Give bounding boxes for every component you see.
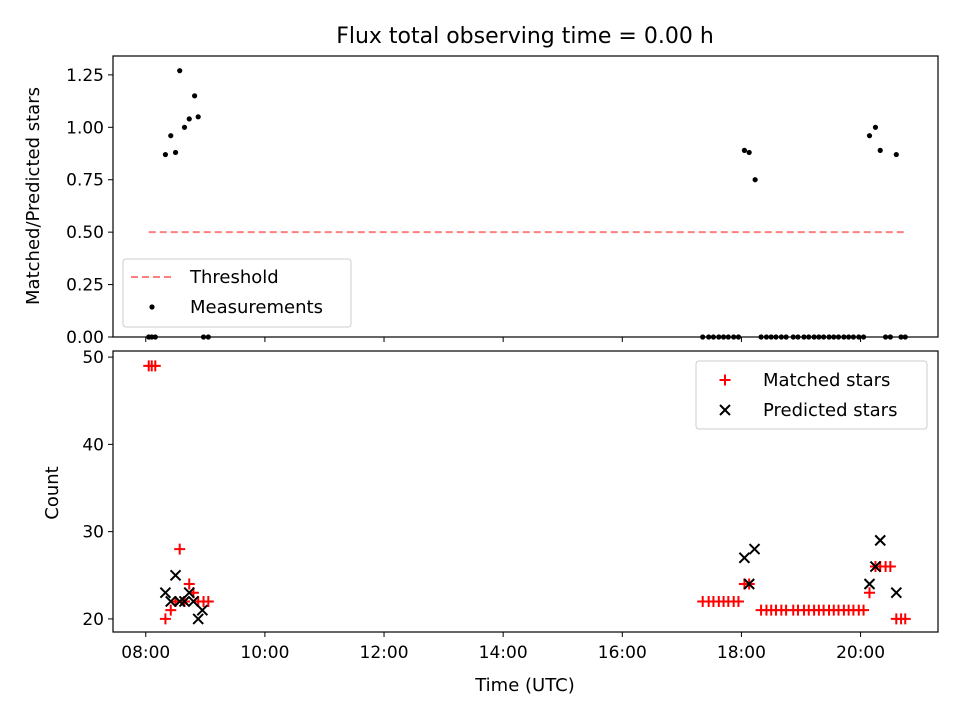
legend-matched-swatch [719,374,731,386]
measurement-point [177,68,183,74]
predicted-star-point [174,595,186,608]
x-axis-label: Time (UTC) [474,675,575,696]
bottom-y-tick-label: 30 [82,523,104,543]
bottom-x-tick-label: 16:00 [598,643,647,663]
legend-matched-label: Matched stars [763,370,890,391]
matched-star-point [149,360,161,372]
measurement-point [192,93,198,99]
bottom-x-tick-label: 18:00 [717,643,766,663]
top-y-tick-label: 1.00 [66,118,104,138]
matched-star-point [183,578,195,590]
top-legend: Threshold Measurements [122,258,352,328]
bottom-x-tick-label: 14:00 [479,643,528,663]
bottom-y-tick-label: 40 [82,435,104,455]
measurement-point [741,147,748,153]
measurement-point [186,116,192,122]
predicted-star-point [748,543,761,555]
predicted-star-point [738,552,751,564]
predicted-star-point [874,534,886,547]
measurement-point [172,149,179,156]
predicted-star-point [183,587,195,599]
legend-threshold-label: Threshold [189,267,279,288]
legend-measurements-label: Measurements [190,297,323,318]
predicted-star-point [159,587,172,599]
measurement-point [866,133,873,139]
matched-star-point [165,604,177,616]
top-panel-frame [112,55,939,338]
measurement-point [162,151,169,158]
bottom-panel: 20 30 40 50 08:00 10:00 12:00 14:00 16:00 18:00 20… [82,348,939,663]
top-legend-box [122,258,352,328]
matched-star-point [858,604,870,616]
matched-star-point [732,595,744,607]
top-y-tick-label: 0.25 [66,276,104,296]
top-y-tick-label: 0.75 [66,171,104,191]
bottom-y-tick-label: 20 [82,610,104,630]
legend-predicted-swatch [719,404,731,416]
predicted-star-point [187,595,200,608]
predicted-star-point [890,587,903,599]
matched-star-point [884,561,896,573]
matched-star-point [202,595,214,607]
y-axis-label-top: Matched/Predicted stars [23,87,44,305]
measurement-point [872,124,879,130]
measurement-point [181,124,188,130]
bottom-y-tick-label: 50 [82,348,104,368]
predicted-star-point [169,569,182,581]
top-y-tick-label: 1.25 [66,66,104,86]
legend-predicted-label: Predicted stars [763,400,897,421]
top-panel: 0.00 0.25 0.50 0.75 1.00 1.25 Threshold Measure… [66,55,939,348]
bottom-legend: Matched stars Predicted stars [695,360,928,430]
bottom-x-tick-label: 20:00 [836,643,885,663]
y-axis-label-bottom: Count [42,466,63,519]
matched-star-point [159,613,171,625]
bottom-legend-box [695,360,928,430]
measurement-point [746,149,752,156]
predicted-star-point [165,595,177,608]
bottom-panel-frame [112,350,939,633]
predicted-star-point [192,613,204,625]
chart-title: Flux total observing time = 0.00 h [336,24,714,49]
legend-measurements-swatch [149,304,155,310]
predicted-star-point [196,604,209,616]
measurement-point [195,114,201,120]
measurement-point [168,133,174,139]
top-y-tick-label: 0.00 [66,328,104,348]
predicted-star-point [869,560,882,573]
measurement-point [893,151,899,158]
matched-star-point [174,543,186,555]
top-y-tick-label: 0.50 [66,223,104,243]
matched-star-point [899,613,911,625]
measurement-point [752,177,758,183]
bottom-x-tick-label: 10:00 [240,643,289,663]
predicted-star-point [743,578,755,590]
measurement-point [877,147,883,153]
predicted-star-point [863,578,876,590]
bottom-x-tick-label: 12:00 [360,643,409,663]
matched-star-point [863,587,875,599]
bottom-x-tick-label: 08:00 [121,643,170,663]
predicted-star-point [178,595,191,608]
